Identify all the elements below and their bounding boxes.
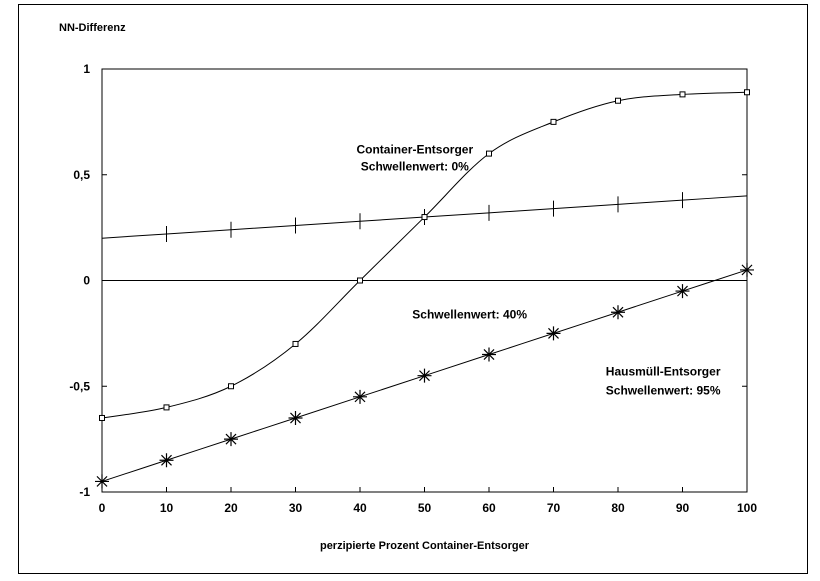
x-tick-label: 90 — [676, 501, 690, 515]
asterisk-marker — [740, 262, 754, 277]
square-marker — [615, 97, 621, 104]
square-marker — [99, 414, 105, 421]
asterisk-marker — [95, 474, 109, 489]
asterisk-marker — [224, 432, 238, 447]
asterisk-marker — [159, 453, 174, 468]
x-tick-label: 50 — [418, 501, 432, 515]
y-tick-label: -1 — [79, 485, 90, 499]
axis-ticks: 1 0,5 0 -0,5 -1 0 10 20 30 40 50 60 70 80 90 100 — [69, 62, 757, 515]
square-marker — [228, 383, 234, 390]
y-tick-label: 0 — [83, 274, 90, 288]
square-marker — [163, 404, 170, 411]
x-tick-label: 30 — [289, 501, 303, 515]
x-tick-label: 10 — [160, 501, 174, 515]
x-tick-label: 40 — [353, 501, 367, 515]
chart-frame: 1 0,5 0 -0,5 -1 0 10 20 30 40 50 60 70 80 90 100 NN-Dif… — [18, 4, 808, 574]
y-tick-label: 1 — [83, 62, 90, 76]
annotation-label: Schwellenwert: 0% — [361, 160, 469, 174]
square-marker — [421, 214, 428, 221]
asterisk-marker — [482, 347, 496, 362]
y-tick-label: 0,5 — [73, 168, 90, 182]
asterisk-marker — [546, 326, 561, 341]
annotation-label: Container-Entsorger — [356, 143, 473, 157]
annotation-label: Schwellenwert: 95% — [606, 384, 721, 398]
annotation-label: Schwellenwert: 40% — [412, 308, 527, 322]
square-marker — [679, 91, 686, 98]
line-chart: 1 0,5 0 -0,5 -1 0 10 20 30 40 50 60 70 80 90 100 NN-Dif… — [59, 22, 757, 552]
asterisk-marker — [611, 305, 625, 320]
x-axis-label: perzipierte Prozent Container-Entsorger — [320, 540, 530, 552]
y-tick-label: -0,5 — [69, 379, 90, 393]
annotation-label: Hausmüll-Entsorger — [606, 365, 721, 379]
asterisk-marker — [353, 389, 367, 404]
y-axis-label: NN-Differenz — [59, 22, 126, 34]
plot-frame — [101, 68, 748, 493]
asterisk-marker — [417, 368, 432, 383]
x-tick-label: 70 — [547, 501, 561, 515]
x-tick-label: 60 — [482, 501, 496, 515]
square-marker — [744, 89, 750, 96]
x-tick-label: 0 — [99, 501, 106, 515]
x-tick-label: 100 — [737, 501, 757, 515]
asterisk-marker — [288, 410, 303, 425]
chart-labels: NN-Differenz perzipierte Prozent Contain… — [59, 22, 721, 552]
x-tick-label: 80 — [611, 501, 625, 515]
series-markers — [95, 89, 754, 489]
square-marker — [486, 150, 492, 157]
square-marker — [292, 340, 299, 347]
x-tick-label: 20 — [224, 501, 238, 515]
square-marker — [357, 277, 363, 284]
square-marker — [550, 118, 557, 125]
asterisk-marker — [675, 284, 690, 299]
